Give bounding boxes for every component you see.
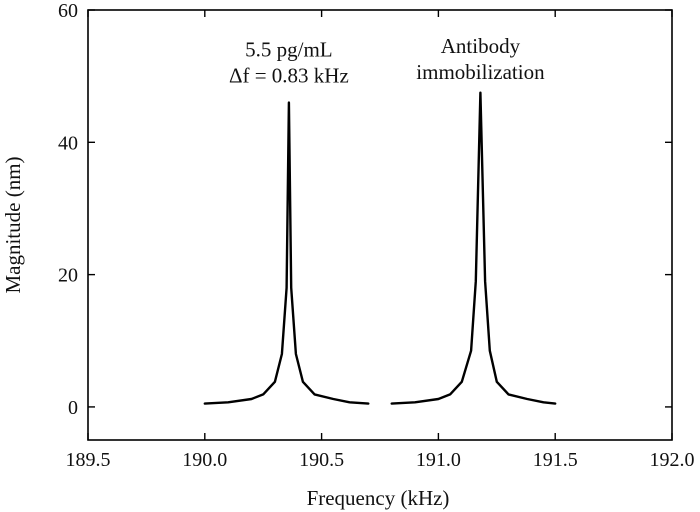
series-line-1 <box>203 101 370 405</box>
x-tick-label: 189.5 <box>66 449 111 471</box>
series-line-2 <box>390 91 557 405</box>
x-tick-label: 190.5 <box>299 449 344 471</box>
annotation-line: 5.5 pg/mL <box>245 37 333 61</box>
annotation-line: immobilization <box>416 60 545 84</box>
y-axis-label: Magnitude (nm) <box>1 156 25 293</box>
x-tick-label: 191.0 <box>416 449 461 471</box>
x-tick-label: 190.0 <box>182 449 227 471</box>
annotation-line: Δf = 0.83 kHz <box>229 63 349 87</box>
annotation-line: Antibody <box>441 34 521 58</box>
series-layer <box>203 91 557 405</box>
annotation-2: Antibody immobilization <box>416 34 545 84</box>
x-tick-label: 192.0 <box>650 449 695 471</box>
y-axis: 0 20 40 60 <box>58 0 672 419</box>
x-tick-label: 191.5 <box>533 449 578 471</box>
y-tick-label: 40 <box>58 132 78 154</box>
x-axis: 189.5 190.0 190.5 191.0 191.5 192.0 <box>66 10 695 471</box>
annotations: 5.5 pg/mL Δf = 0.83 kHz Antibody immobiliza… <box>229 34 545 87</box>
y-tick-label: 20 <box>58 265 78 287</box>
plot-area <box>87 9 673 441</box>
x-axis-label: Frequency (kHz) <box>307 486 450 510</box>
plot-frame <box>87 9 673 441</box>
y-tick-label: 0 <box>68 397 78 419</box>
annotation-1: 5.5 pg/mL Δf = 0.83 kHz <box>229 37 349 87</box>
y-tick-label: 60 <box>58 0 78 22</box>
